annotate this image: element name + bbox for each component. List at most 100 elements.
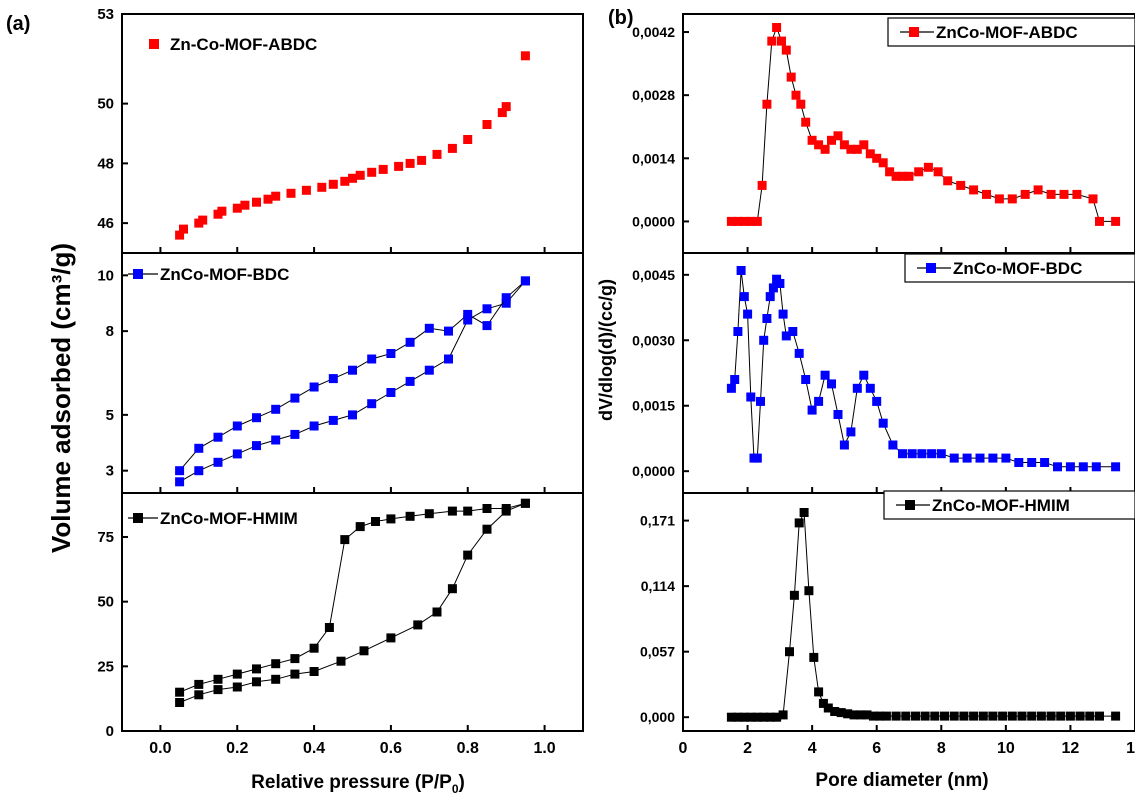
data-point [794,518,804,528]
data-point [791,90,801,100]
data-point [775,279,785,288]
data-point [1111,711,1121,721]
data-point [355,170,365,180]
data-point [1078,462,1088,472]
series-right-top-0 [726,23,1121,226]
legend-marker [133,513,143,523]
data-point [355,522,365,532]
data-point [232,203,242,213]
y-tick-label: 0,0030 [632,332,675,348]
data-point [501,102,511,112]
panel-label-b: (b) [608,7,634,29]
legend-marker [909,27,919,37]
x-tick-label: 0.4 [303,740,325,757]
data-point [891,171,901,181]
chart-left-top: 46 48 50 53 Zn-Co-MOF-ABDC [97,6,584,254]
data-point [367,167,377,177]
data-point [988,453,998,463]
data-point [872,153,882,163]
x-tick-label: 0 [679,740,688,757]
data-point [827,379,836,389]
data-point [846,427,856,437]
data-point [743,309,753,319]
data-point [213,674,223,684]
data-point [232,669,242,679]
data-point [756,396,765,406]
data-point [340,176,350,186]
data-point [386,388,396,397]
data-point [424,323,434,333]
data-point [739,216,749,226]
data-point [1027,711,1037,721]
data-point [733,327,743,336]
data-point [726,383,736,393]
y-tick-label: 0,057 [640,644,675,660]
data-point [891,711,901,721]
y-tick-label: 10 [97,267,114,284]
panel-label-a: (a) [6,13,30,35]
data-point [869,711,878,721]
y-tick-label: 50 [97,594,114,611]
y-tick-label: 0,0015 [632,398,675,414]
data-point [872,396,882,406]
x-tick-label: 0.0 [149,740,171,757]
data-point [969,185,979,195]
data-point [263,194,273,204]
data-point [213,457,223,467]
data-point [194,690,204,700]
y-tick-label: 3 [106,463,114,480]
data-point [378,164,388,174]
data-point [943,176,953,186]
data-point [463,135,473,144]
data-point [463,315,473,325]
data-point [788,327,798,336]
data-point [367,354,377,364]
legend-label: ZnCo-MOF-HMIM [160,509,298,528]
data-point [1095,216,1104,226]
data-point [962,453,972,463]
data-point [497,108,507,118]
data-point [194,679,204,689]
data-point [386,514,396,524]
data-point [1017,711,1027,721]
data-point [413,620,423,630]
data-point [328,179,338,189]
data-point [969,711,979,721]
data-point [463,550,473,560]
series-right-middle-0 [726,266,1121,472]
series-left-bottom-1 [175,498,530,697]
data-point [348,173,357,183]
data-point [975,453,985,463]
data-point [394,161,404,171]
y-tick-label: 48 [97,155,114,172]
data-point [520,498,530,508]
data-point [827,135,836,145]
legend-label: ZnCo-MOF-HMIM [932,496,1070,515]
data-point [252,677,261,687]
y-tick-label: 0,000 [640,709,675,725]
data-point [830,707,840,716]
legend: ZnCo-MOF-ABDC [887,17,1135,47]
data-point [956,180,966,190]
data-point [767,36,777,46]
data-point [982,189,991,199]
data-point [444,326,453,336]
data-point [271,435,281,445]
data-point [739,712,749,722]
data-point [778,309,788,319]
legend-label: Zn-Co-MOF-ABDC [170,35,317,54]
data-point [865,383,875,393]
data-point [217,206,227,216]
data-point [849,710,859,720]
data-point [801,375,811,384]
data-point [726,712,736,722]
data-point [765,292,775,302]
legend: ZnCo-MOF-HMIM [883,490,1135,520]
data-point [933,167,943,177]
data-point [301,185,311,195]
data-point [1072,189,1082,199]
legend-label: ZnCo-MOF-ABDC [936,23,1078,42]
data-point [501,298,511,308]
data-point [1027,458,1037,467]
